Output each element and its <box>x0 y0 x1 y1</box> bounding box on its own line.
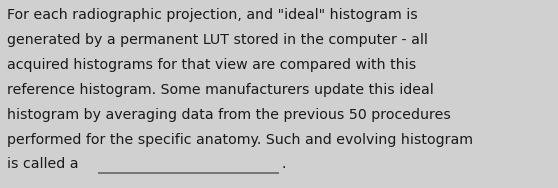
Text: acquired histograms for that view are compared with this: acquired histograms for that view are co… <box>7 58 416 72</box>
Text: performed for the specific anatomy. Such and evolving histogram: performed for the specific anatomy. Such… <box>7 133 473 146</box>
Text: For each radiographic projection, and "ideal" histogram is: For each radiographic projection, and "i… <box>7 8 418 22</box>
Text: .: . <box>282 157 286 171</box>
Text: generated by a permanent LUT stored in the computer - all: generated by a permanent LUT stored in t… <box>7 33 428 47</box>
Text: histogram by averaging data from the previous 50 procedures: histogram by averaging data from the pre… <box>7 108 451 122</box>
Text: is called a: is called a <box>7 157 79 171</box>
Text: reference histogram. Some manufacturers update this ideal: reference histogram. Some manufacturers … <box>7 83 434 97</box>
